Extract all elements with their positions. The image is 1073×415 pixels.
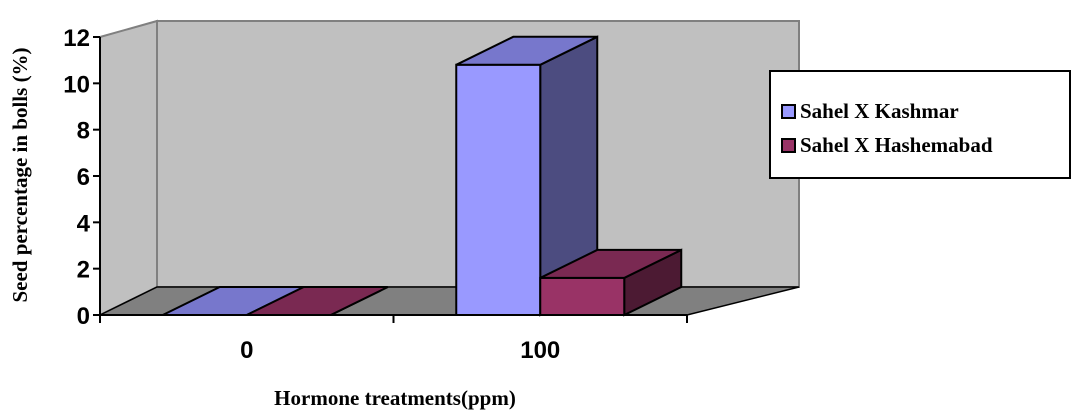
y-tick-label: 0 — [77, 303, 90, 330]
y-axis-ticks: 0 2 4 6 8 10 12 — [63, 25, 100, 330]
y-tick-label: 8 — [77, 118, 90, 145]
legend-swatch-kashmar — [781, 103, 796, 119]
chart-walls — [99, 19, 800, 317]
y-tick-label: 6 — [77, 164, 90, 191]
y-tick-label: 4 — [77, 210, 91, 237]
chart-legend: Sahel X Kashmar Sahel X Hashemabad — [769, 70, 1071, 179]
y-tick-label: 2 — [77, 257, 90, 284]
y-axis-title: Seed percentage in bolls (%) — [8, 47, 32, 302]
legend-label-kashmar: Sahel X Kashmar — [800, 98, 959, 123]
legend-label-hashemabad: Sahel X Hashemabad — [800, 132, 993, 157]
x-tick-label: 0 — [240, 337, 253, 364]
legend-swatch-hashemabad — [781, 137, 796, 153]
legend-item-hashemabad: Sahel X Hashemabad — [781, 132, 993, 158]
y-tick-label: 12 — [63, 25, 90, 52]
x-axis-title: Hormone treatments(ppm) — [274, 386, 516, 410]
legend-item-kashmar: Sahel X Kashmar — [781, 98, 959, 124]
x-axis-ticks: 0 100 — [99, 315, 688, 364]
bar — [539, 248, 683, 317]
y-tick-label: 10 — [63, 71, 90, 98]
x-tick-label: 100 — [520, 337, 560, 364]
side-wall — [99, 19, 158, 317]
